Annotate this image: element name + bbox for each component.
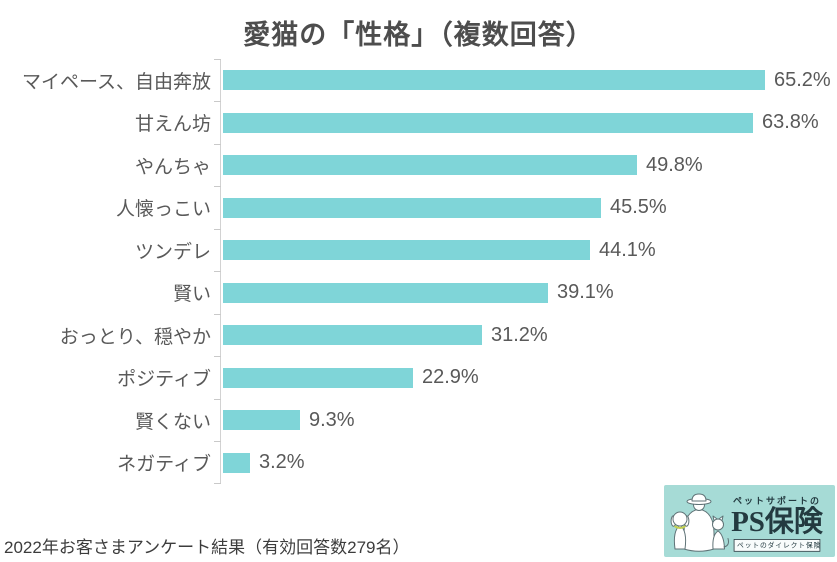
person-icon <box>683 493 715 552</box>
person-dog-cat-illustration <box>670 493 729 552</box>
bar <box>223 325 482 346</box>
value-label: 39.1% <box>557 281 614 304</box>
category-label: おっとり、穏やか <box>59 326 211 348</box>
ps-insurance-logo: ペットサポートの PS保険 ペットのダイレクト保険 <box>664 485 835 557</box>
value-label: 63.8% <box>762 111 819 134</box>
bar <box>223 197 601 218</box>
category-label: ネガティブ <box>117 454 211 476</box>
logo-brand-text: PS保険 <box>731 506 823 538</box>
bar-row: やんちゃ 49.8% <box>135 143 831 187</box>
bar-row: ツンデレ 44.1% <box>135 228 831 272</box>
category-label: 甘えん坊 <box>134 114 211 136</box>
bar <box>223 282 548 303</box>
bar <box>223 112 753 133</box>
category-label: 賢い <box>172 284 211 306</box>
category-label: 賢くない <box>134 411 211 433</box>
chart-plot: マイペース、自由奔放 65.2% 甘えん坊 63.8% やんちゃ 49.8% 人懐っこい 45… <box>22 58 831 485</box>
bar <box>223 155 637 176</box>
chart-title: 愛猫の「性格」（複数回答） <box>243 20 594 50</box>
value-label: 9.3% <box>309 408 355 431</box>
bar-row: 賢い 39.1% <box>173 271 831 315</box>
bar-row: ポジティブ 22.9% <box>117 356 831 400</box>
bar-row: おっとり、穏やか 31.2% <box>60 313 831 357</box>
logo-tagline: ペットのダイレクト保険 <box>733 539 820 553</box>
category-label: ポジティブ <box>117 369 211 391</box>
category-label: マイペース、自由奔放 <box>21 71 211 93</box>
category-label: やんちゃ <box>134 156 211 178</box>
logo-top-text: ペットサポートの <box>732 496 821 506</box>
cat-icon <box>712 515 729 550</box>
value-label: 44.1% <box>599 238 656 261</box>
bar <box>223 367 413 388</box>
bar-row: ネガティブ 3.2% <box>117 441 831 485</box>
value-label: 3.2% <box>259 451 305 474</box>
bar <box>223 240 590 261</box>
bar-row: 甘えん坊 63.8% <box>135 101 831 145</box>
bar-row: 人懐っこい 45.5% <box>116 186 831 230</box>
dog-icon <box>670 511 690 550</box>
bar <box>223 410 300 431</box>
bar-row: マイペース、自由奔放 65.2% <box>22 58 831 102</box>
source-note: 2022年お客さまアンケート結果（有効回答数279名） <box>4 538 410 557</box>
bar <box>223 452 250 473</box>
value-label: 65.2% <box>774 68 831 91</box>
value-label: 45.5% <box>610 196 667 219</box>
logo-text-column: ペットサポートの PS保険 ペットのダイレクト保険 <box>726 494 828 554</box>
category-label: 人懐っこい <box>115 199 211 221</box>
value-label: 22.9% <box>422 366 479 389</box>
bar <box>223 70 765 91</box>
value-label: 49.8% <box>646 153 703 176</box>
value-label: 31.2% <box>491 323 548 346</box>
category-label: ツンデレ <box>134 241 211 263</box>
bar-row: 賢くない 9.3% <box>135 398 831 442</box>
